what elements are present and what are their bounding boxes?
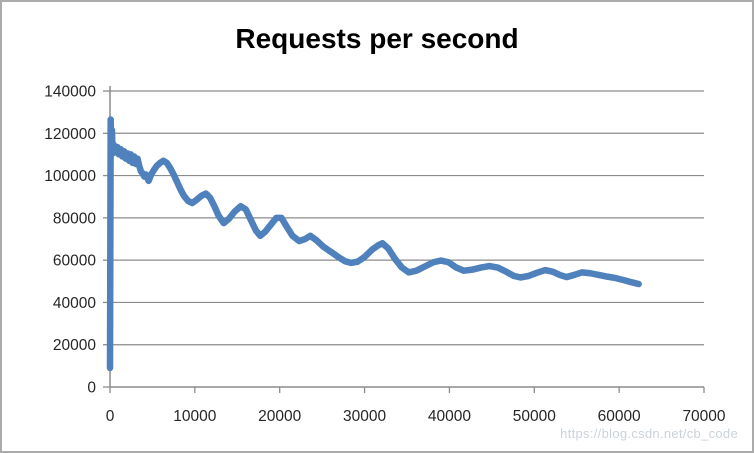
x-tick-label: 70000 (682, 408, 725, 425)
x-tick-label: 0 (106, 408, 115, 425)
x-tick-label: 50000 (513, 408, 556, 425)
y-tick-label: 120000 (44, 126, 96, 143)
x-tick-label: 30000 (343, 408, 386, 425)
y-tick-label: 140000 (44, 84, 96, 101)
chart-title: Requests per second (235, 23, 519, 54)
y-tick-label: 0 (87, 380, 96, 397)
watermark-text: https://blog.csdn.net/cb_code (560, 426, 738, 441)
y-tick-label: 80000 (53, 210, 96, 227)
x-tick-label: 10000 (173, 408, 216, 425)
y-tick-label: 60000 (53, 253, 96, 270)
y-tick-label: 20000 (53, 337, 96, 354)
x-tick-label: 40000 (428, 408, 471, 425)
y-tick-label: 100000 (44, 168, 96, 185)
series-line (106, 116, 642, 372)
x-tick-label: 60000 (598, 408, 641, 425)
x-tick-label: 20000 (258, 408, 301, 425)
y-tick-label: 40000 (53, 295, 96, 312)
